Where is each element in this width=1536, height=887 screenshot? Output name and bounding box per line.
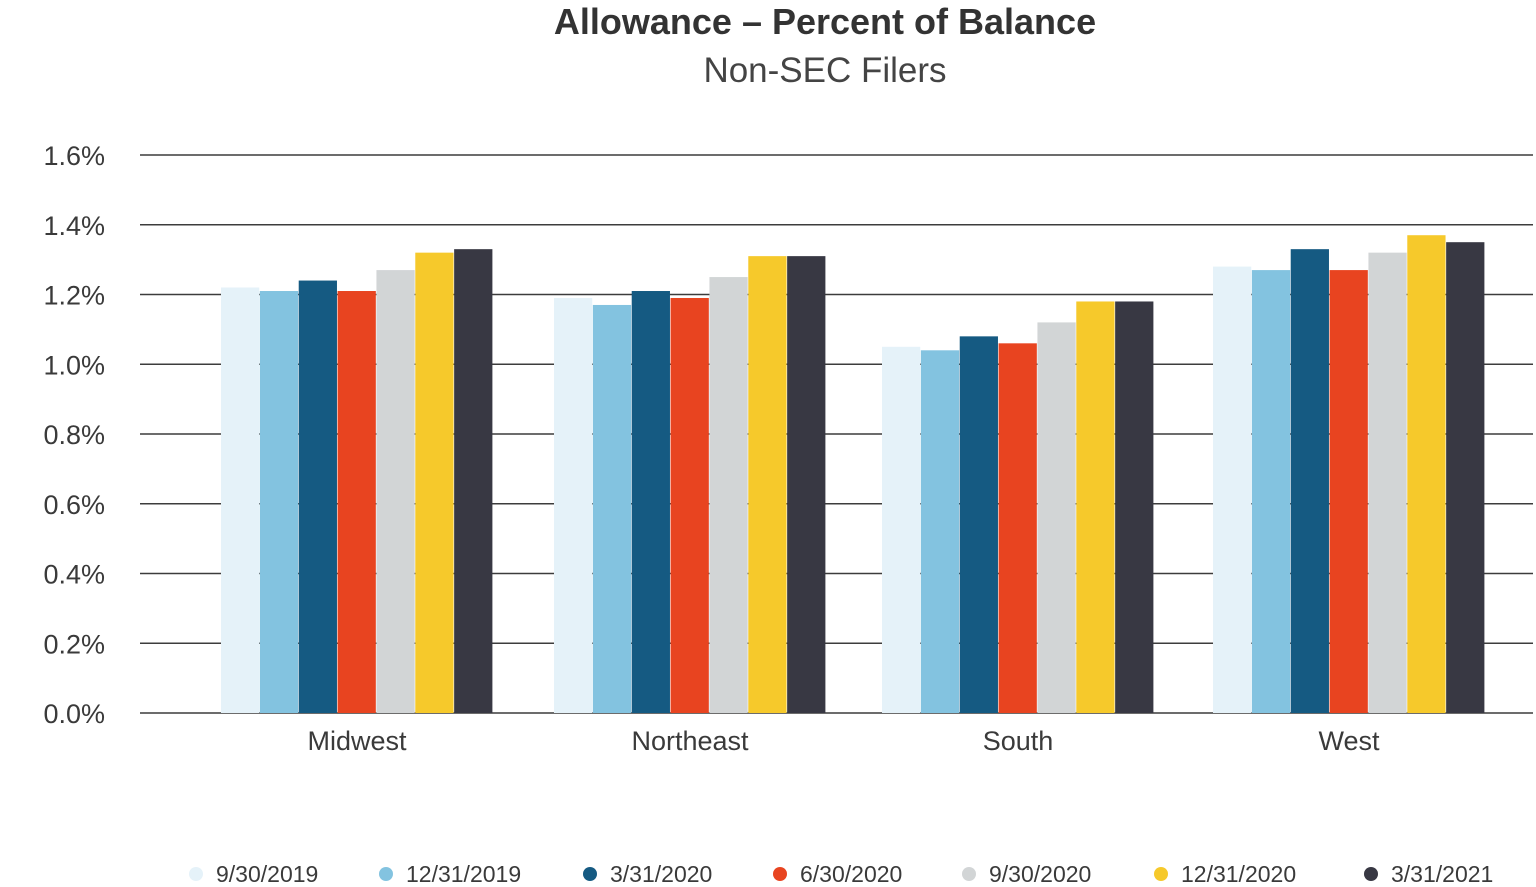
y-axis-ticks: 0.0% 0.2% 0.4% 0.6% 0.8% 1.0% 1.2% 1.4% 1.6% bbox=[43, 141, 105, 729]
x-category-label: West bbox=[1318, 726, 1380, 756]
y-tick-label: 0.0% bbox=[43, 699, 105, 729]
bar bbox=[1251, 270, 1291, 713]
y-tick-label: 1.2% bbox=[43, 281, 105, 311]
bar bbox=[670, 297, 709, 713]
bar bbox=[1213, 266, 1252, 713]
bar bbox=[1446, 242, 1485, 713]
y-tick-label: 1.4% bbox=[43, 211, 105, 241]
bar bbox=[554, 297, 593, 713]
legend-label: 12/31/2020 bbox=[1181, 861, 1296, 887]
bar bbox=[1329, 270, 1368, 713]
bar bbox=[1368, 252, 1407, 713]
legend-label: 6/30/2020 bbox=[800, 861, 902, 887]
x-category-label: Northeast bbox=[631, 726, 749, 756]
y-tick-label: 0.6% bbox=[43, 490, 105, 520]
y-tick-label: 0.4% bbox=[43, 560, 105, 590]
legend-label: 3/31/2021 bbox=[1391, 861, 1493, 887]
bar bbox=[221, 287, 260, 713]
bar bbox=[631, 291, 670, 713]
legend-label: 9/30/2020 bbox=[989, 861, 1091, 887]
bar bbox=[337, 291, 376, 713]
bars bbox=[221, 235, 1485, 713]
bar bbox=[748, 256, 787, 713]
bar bbox=[1076, 301, 1115, 713]
y-tick-label: 1.0% bbox=[43, 350, 105, 380]
x-category-label: South bbox=[983, 726, 1054, 756]
chart-subtitle: Non-SEC Filers bbox=[703, 51, 946, 90]
bar bbox=[376, 270, 415, 713]
legend-swatch bbox=[1364, 867, 1378, 881]
legend-label: 3/31/2020 bbox=[610, 861, 712, 887]
x-axis-categories: Midwest Northeast South West bbox=[307, 726, 1380, 756]
bar bbox=[259, 291, 299, 713]
bar bbox=[998, 343, 1037, 713]
bar bbox=[959, 336, 998, 713]
legend-swatch bbox=[1154, 867, 1168, 881]
legend-label: 12/31/2019 bbox=[406, 861, 521, 887]
bar bbox=[1407, 235, 1446, 713]
bar bbox=[882, 346, 921, 713]
legend-swatch bbox=[379, 867, 393, 881]
legend-label: 9/30/2019 bbox=[216, 861, 318, 887]
bar bbox=[1115, 301, 1154, 713]
bar bbox=[298, 280, 337, 713]
bar bbox=[592, 304, 632, 713]
legend: 9/30/2019 12/31/2019 3/31/2020 6/30/2020 9/3… bbox=[189, 861, 1493, 887]
legend-swatch bbox=[962, 867, 976, 881]
bar bbox=[709, 277, 748, 713]
bar bbox=[1037, 322, 1076, 713]
bar bbox=[1290, 249, 1329, 713]
x-category-label: Midwest bbox=[307, 726, 407, 756]
bar bbox=[415, 252, 454, 713]
bar bbox=[787, 256, 826, 713]
y-tick-label: 0.2% bbox=[43, 629, 105, 659]
legend-swatch bbox=[189, 867, 203, 881]
y-tick-label: 0.8% bbox=[43, 420, 105, 450]
y-tick-label: 1.6% bbox=[43, 141, 105, 171]
legend-swatch bbox=[773, 867, 787, 881]
legend-swatch bbox=[583, 867, 597, 881]
bar bbox=[454, 249, 493, 713]
chart-title: Allowance – Percent of Balance bbox=[554, 1, 1096, 42]
bar bbox=[920, 350, 960, 713]
